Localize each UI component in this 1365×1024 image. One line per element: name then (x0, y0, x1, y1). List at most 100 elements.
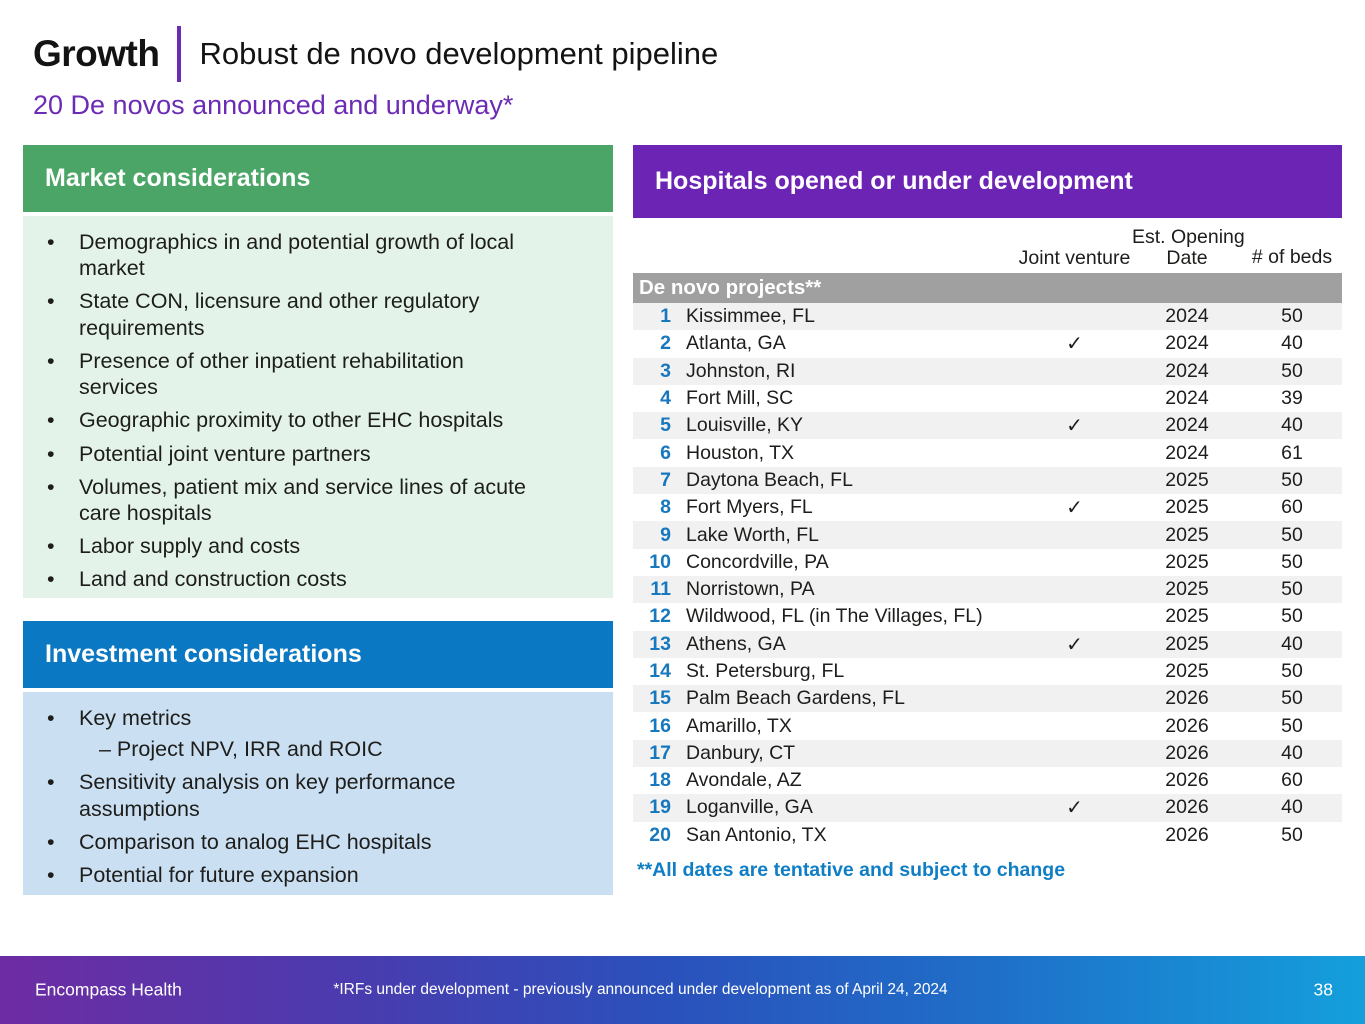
row-bed-count: 61 (1281, 441, 1303, 464)
row-city: St. Petersburg, FL (686, 660, 845, 682)
market-bullet-item: Potential joint venture partners (23, 441, 538, 467)
row-number: 4 (660, 387, 671, 410)
page-number: 38 (1313, 979, 1333, 1000)
row-city: Avondale, AZ (686, 769, 802, 792)
table-row: 17 Danbury, CT 2026 40 (633, 739, 1342, 768)
row-bed-count: 50 (1281, 550, 1303, 573)
row-opening-year: 2025 (1165, 632, 1209, 655)
row-city: Houston, TX (686, 441, 795, 464)
table-row: 11 Norristown, PA 2025 50 (633, 575, 1342, 604)
row-city: Amarillo, TX (686, 714, 792, 737)
de-novo-projects-band: De novo projects** (633, 273, 1342, 303)
row-city: Fort Mill, SC (686, 387, 794, 410)
row-city: Johnston, RI (686, 359, 796, 382)
column-header-est-opening-line2: Date (1166, 246, 1208, 269)
footer-footnote: *IRFs under development - previously ann… (333, 981, 948, 998)
row-opening-year: 2024 (1165, 414, 1209, 437)
row-city: Wildwood, FL (in The Villages, FL) (686, 605, 983, 628)
brand-name: Encompass Health (35, 979, 182, 1000)
row-city: Louisville, KY (686, 414, 804, 437)
table-row: 8 Fort Myers, FL ✓ 2025 60 (633, 494, 1342, 521)
considerations-column: Market considerations Demographics in an… (23, 145, 613, 895)
row-opening-year: 2025 (1165, 578, 1209, 601)
row-bed-count: 40 (1281, 632, 1303, 655)
row-number: 17 (649, 741, 671, 764)
slide-footer: Encompass Health *IRFs under development… (0, 956, 1365, 1024)
row-bed-count: 50 (1281, 823, 1303, 846)
row-city: Norristown, PA (686, 578, 815, 601)
joint-venture-checkmark: ✓ (1066, 497, 1083, 520)
column-header-est-opening-date: Est. Opening Date (1132, 226, 1245, 269)
row-number: 19 (649, 796, 671, 819)
table-row: 15 Palm Beach Gardens, FL 2026 50 (633, 685, 1342, 713)
row-city: Atlanta, GA (686, 332, 786, 355)
row-bed-count: 40 (1281, 332, 1303, 355)
market-panel-header: Market considerations (23, 145, 613, 212)
row-opening-year: 2025 (1165, 605, 1209, 628)
row-opening-year: 2024 (1165, 305, 1209, 328)
row-bed-count: 50 (1281, 714, 1303, 737)
section-kicker: Growth (33, 33, 160, 74)
row-opening-year: 2024 (1165, 387, 1209, 410)
market-bullet-item: Volumes, patient mix and service lines o… (23, 474, 538, 526)
table-row: 2 Atlanta, GA ✓ 2024 40 (633, 330, 1342, 357)
joint-venture-checkmark: ✓ (1066, 415, 1083, 438)
row-city: Concordville, PA (686, 550, 829, 573)
row-opening-year: 2025 (1165, 496, 1209, 519)
market-bullet-item: Demographics in and potential growth of … (23, 229, 538, 281)
title-divider (177, 26, 182, 82)
pipeline-table-body: 1 Kissimmee, FL 2024 50 2 Atlanta, GA ✓ … (633, 303, 1342, 849)
investment-considerations-panel: Investment considerations Key metrics – … (23, 621, 613, 895)
row-bed-count: 50 (1281, 359, 1303, 382)
investment-bullet-list: Key metrics – Project NPV, IRR and ROIC … (23, 692, 613, 895)
market-bullet-item: Land and construction costs (23, 566, 538, 592)
row-number: 8 (660, 496, 671, 519)
table-row: 4 Fort Mill, SC 2024 39 (633, 385, 1342, 412)
row-bed-count: 50 (1281, 305, 1303, 328)
row-number: 11 (650, 578, 671, 601)
row-number: 13 (649, 632, 671, 655)
row-opening-year: 2026 (1165, 823, 1209, 846)
market-bullet-item: Geographic proximity to other EHC hospit… (23, 407, 538, 433)
row-city: Athens, GA (686, 632, 786, 655)
market-considerations-panel: Market considerations Demographics in an… (23, 145, 613, 598)
row-city: Danbury, CT (686, 741, 796, 764)
market-bullet-item: Labor supply and costs (23, 533, 538, 559)
row-opening-year: 2025 (1165, 660, 1209, 682)
table-row: 16 Amarillo, TX 2026 50 (633, 712, 1342, 739)
row-opening-year: 2026 (1165, 714, 1209, 737)
page-title: Robust de novo development pipeline (199, 36, 719, 71)
row-opening-year: 2024 (1165, 332, 1209, 355)
row-opening-year: 2026 (1165, 687, 1209, 710)
pipeline-panel-header: Hospitals opened or under development (633, 145, 1342, 218)
market-bullet-item: Presence of other inpatient rehabilitati… (23, 348, 538, 400)
investment-sub-bullet: – Project NPV, IRR and ROIC (99, 737, 383, 762)
row-number: 20 (649, 823, 671, 846)
row-bed-count: 40 (1281, 414, 1303, 437)
row-opening-year: 2024 (1165, 359, 1209, 382)
investment-bullet-item: Potential for future expansion (23, 862, 538, 888)
investment-bullet-item: Sensitivity analysis on key performance … (23, 769, 538, 821)
row-number: 9 (660, 523, 671, 546)
row-opening-year: 2026 (1165, 741, 1209, 764)
row-bed-count: 50 (1281, 578, 1303, 601)
row-bed-count: 50 (1281, 468, 1303, 491)
row-opening-year: 2025 (1165, 468, 1209, 491)
market-bullet-list: Demographics in and potential growth of … (23, 216, 613, 598)
row-bed-count: 50 (1281, 660, 1303, 682)
table-footnote: **All dates are tentative and subject to… (637, 858, 1066, 881)
row-bed-count: 40 (1281, 796, 1303, 819)
table-row: 12 Wildwood, FL (in The Villages, FL) 20… (633, 603, 1342, 630)
row-number: 18 (649, 769, 671, 792)
row-bed-count: 60 (1281, 496, 1303, 519)
table-row: 14 St. Petersburg, FL 2025 50 (633, 658, 1342, 685)
row-number: 12 (649, 605, 671, 628)
row-number: 15 (649, 687, 671, 710)
row-number: 14 (649, 660, 671, 682)
row-bed-count: 39 (1281, 387, 1303, 410)
row-number: 3 (660, 359, 671, 382)
row-number: 1 (660, 305, 671, 328)
row-city: Lake Worth, FL (686, 523, 819, 546)
joint-venture-checkmark: ✓ (1066, 633, 1083, 656)
row-bed-count: 50 (1281, 605, 1303, 628)
